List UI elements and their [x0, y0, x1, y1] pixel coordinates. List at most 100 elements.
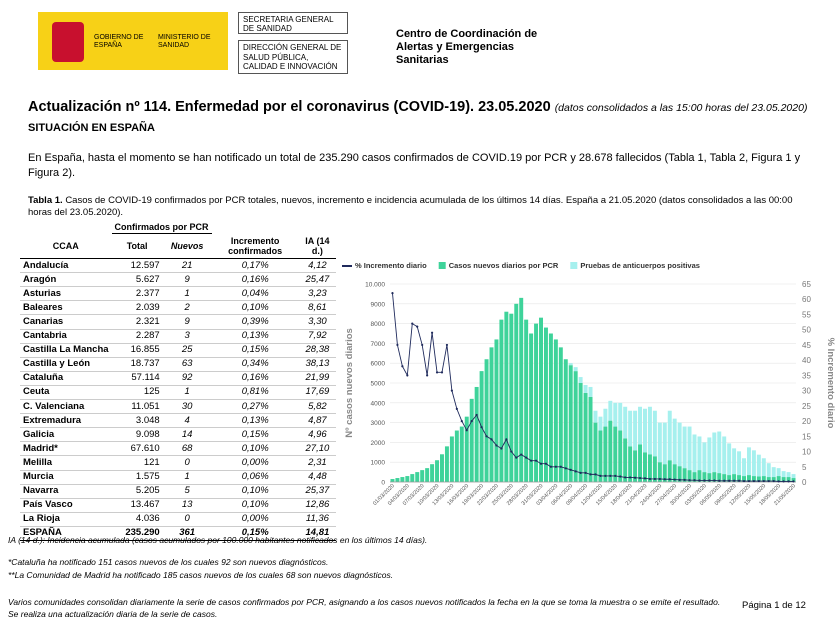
line-marker	[421, 343, 424, 347]
line-marker	[683, 478, 686, 481]
cell: 68	[181, 442, 193, 454]
bar	[578, 377, 583, 383]
bar	[638, 444, 643, 482]
line-marker	[515, 456, 518, 459]
line-marker	[708, 479, 711, 482]
bar	[608, 420, 613, 482]
header-row: CCAA Total Nuevos Incremento confirmados IA …	[20, 234, 336, 259]
legend-label: % Incremento diario	[355, 261, 427, 270]
bar	[509, 313, 514, 482]
y-tick-label: 7000	[371, 341, 386, 348]
bar	[524, 319, 529, 482]
line-marker	[426, 374, 429, 377]
cell: Canarias	[23, 316, 64, 328]
bar	[430, 464, 435, 482]
line-marker	[510, 450, 513, 453]
legend-swatch	[570, 262, 578, 269]
cell: 8,61	[308, 301, 327, 313]
bar	[722, 474, 727, 482]
cell: Cataluña	[23, 372, 64, 384]
table-row: Cantabria 2.287 3 0,13% 7,92	[20, 329, 336, 344]
caption-label: Tabla 1.	[28, 195, 63, 206]
bar	[672, 464, 677, 482]
bar	[781, 477, 786, 482]
legend-label: Pruebas de anticuerpos positivas	[580, 261, 700, 270]
line-marker	[416, 325, 419, 328]
line-marker	[525, 456, 528, 459]
cell: Aragón	[23, 273, 57, 285]
group-row: Confirmados por PCR	[20, 220, 336, 235]
coat-of-arms	[52, 22, 84, 62]
bar	[588, 396, 593, 482]
bar	[751, 450, 756, 477]
cell: 0,27%	[241, 400, 269, 412]
y-tick-label: 3000	[371, 420, 386, 427]
line-marker	[693, 479, 696, 482]
line-marker	[534, 459, 538, 462]
cell: 5.205	[135, 485, 160, 497]
cell: 0,00%	[241, 513, 269, 525]
cell: 25	[181, 344, 193, 356]
bar	[410, 474, 415, 482]
cell: Total	[126, 241, 148, 252]
line-marker	[406, 374, 409, 377]
caption: Casos de COVID-19 confirmados por PCR to…	[28, 195, 793, 218]
cell: 25,47	[305, 273, 330, 285]
bar	[742, 458, 746, 477]
cell: 0,10%	[241, 485, 269, 497]
y2-tick-label: 35	[802, 371, 811, 380]
cell: Incremento confirmados	[228, 235, 283, 256]
cell: 0,00%	[241, 456, 269, 468]
bar	[529, 333, 534, 482]
cell: Baleares	[23, 301, 63, 313]
bar	[638, 406, 643, 445]
bar	[766, 477, 771, 482]
cell: 1	[184, 471, 190, 483]
table-row: Ceuta 125 1 0,81% 17,69	[20, 385, 336, 400]
bar	[558, 347, 563, 482]
cell: Castilla La Mancha	[23, 344, 109, 356]
table-row: Madrid* 67.610 68 0,10% 27,10	[20, 442, 336, 456]
line-marker	[792, 480, 795, 483]
cell: 3,30	[308, 316, 327, 328]
cell: 12.597	[130, 259, 160, 271]
bar	[761, 458, 766, 477]
line-marker	[658, 477, 661, 481]
cell: 2.039	[135, 301, 160, 313]
cell: C. Valenciana	[23, 400, 85, 412]
cell: 5	[184, 485, 190, 497]
logo-text: GOBIERNO DE ESPAÑA	[94, 34, 144, 49]
bar	[454, 430, 459, 482]
y-tick-label: 8000	[371, 321, 386, 328]
cell: 2.377	[135, 287, 160, 299]
cell: 21,99	[305, 372, 330, 384]
bar	[519, 297, 524, 482]
cell: 63	[181, 358, 193, 370]
line-marker	[614, 474, 617, 478]
bar	[697, 436, 702, 471]
cell	[299, 220, 336, 234]
cell: 0	[184, 513, 190, 525]
table-row: Andalucía 12.597 21 0,17% 4,12	[20, 259, 336, 273]
title-note: (datos consolidados a las 15:00 horas de…	[554, 102, 808, 114]
line-marker	[733, 479, 736, 482]
cell: IA (14 d.)	[305, 235, 330, 256]
y-tick-label: 10.000	[365, 282, 385, 289]
y2-tick-label: 10	[802, 448, 811, 457]
bar	[712, 432, 717, 473]
bar	[732, 474, 737, 482]
bar	[786, 472, 791, 478]
line-marker	[698, 479, 701, 482]
cell: 14,81	[305, 527, 330, 539]
cell: 2,31	[308, 456, 327, 468]
bar	[568, 363, 573, 366]
line-marker	[668, 478, 671, 481]
cell: 4.036	[135, 513, 160, 525]
cell: Asturias	[23, 287, 62, 299]
bar	[791, 478, 796, 482]
y2-tick-label: 55	[802, 310, 811, 319]
y2-tick-label: 65	[802, 280, 811, 289]
bar	[667, 460, 672, 482]
line-marker	[554, 465, 557, 468]
cell	[212, 220, 299, 234]
